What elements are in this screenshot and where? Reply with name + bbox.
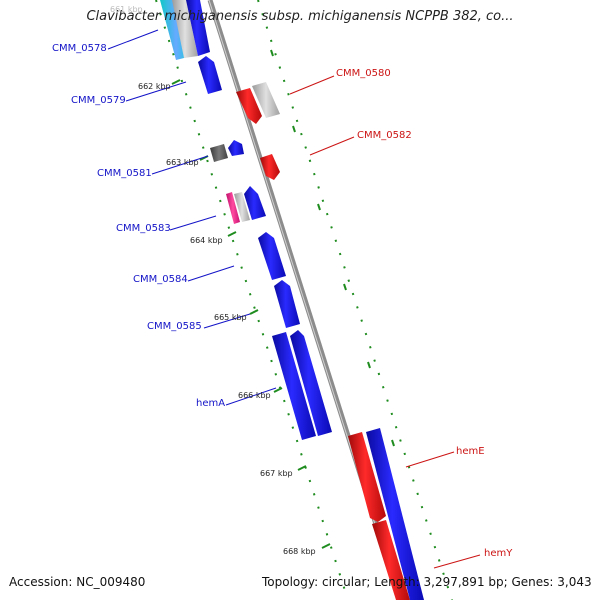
- gene-label-CMM_0580[interactable]: CMM_0580: [336, 68, 391, 79]
- major-ticks: [171, 49, 395, 549]
- gene-hemA[interactable]: [290, 330, 332, 436]
- gene-label-hemE[interactable]: hemE: [456, 446, 485, 457]
- gene-CMM_0578-segment-gray[interactable]: [172, 0, 198, 58]
- gene-CMM_0578[interactable]: [186, 0, 210, 56]
- gene-label-CMM_0581[interactable]: CMM_0581: [97, 168, 152, 179]
- gene-CMM_0581[interactable]: [228, 140, 244, 156]
- accession-text: Accession: NC_009480: [9, 575, 146, 589]
- gene-label-CMM_0584[interactable]: CMM_0584: [133, 274, 188, 285]
- tick-label: 664 kbp: [190, 236, 223, 245]
- tick-label: 667 kbp: [260, 469, 293, 478]
- gene-CMM_0585[interactable]: [274, 280, 300, 328]
- genome-title: Clavibacter michiganensis subsp. michiga…: [86, 9, 514, 24]
- gene-label-CMM_0579[interactable]: CMM_0579: [71, 95, 126, 106]
- gene-CMM_0583-pink[interactable]: [226, 192, 240, 224]
- gene-CMM_0583[interactable]: [244, 186, 266, 220]
- gene-CMM_0580-gray[interactable]: [252, 82, 280, 118]
- gene-hemE-blue[interactable]: [366, 428, 424, 600]
- topology-text: Topology: circular; Length: 3,297,891 bp…: [262, 575, 592, 589]
- inner-tick-track: [155, 0, 349, 600]
- gene-CMM_0579[interactable]: [198, 56, 222, 94]
- tick-label: 668 kbp: [283, 547, 316, 556]
- tick-label: 662 kbp: [138, 82, 171, 91]
- gene-CMM_0584[interactable]: [258, 232, 286, 280]
- gene-label-CMM_0585[interactable]: CMM_0585: [147, 321, 202, 332]
- gene-CMM_0581-dark[interactable]: [210, 144, 228, 162]
- gene-hemA-a[interactable]: [272, 332, 316, 440]
- gene-label-CMM_0582[interactable]: CMM_0582: [357, 130, 412, 141]
- gene-label-hemA[interactable]: hemA: [196, 398, 226, 409]
- forward-leader-lines: [107, 29, 277, 406]
- gene-hemY[interactable]: [372, 520, 410, 600]
- gene-label-hemY[interactable]: hemY: [484, 548, 513, 559]
- tick-label: 665 kbp: [214, 313, 247, 322]
- gene-label-CMM_0583[interactable]: CMM_0583: [116, 223, 171, 234]
- gene-CMM_0582[interactable]: [260, 154, 280, 180]
- gene-CMM_0583-gray[interactable]: [234, 192, 250, 222]
- gene-CMM_0580[interactable]: [236, 88, 262, 124]
- reverse-leader-lines: [289, 75, 481, 569]
- tick-label: 666 kbp: [238, 391, 271, 400]
- tick-label: 663 kbp: [166, 158, 199, 167]
- gene-label-CMM_0578[interactable]: CMM_0578: [52, 43, 107, 54]
- tick-label: 661 kbp: [110, 5, 143, 14]
- gene-hemE[interactable]: [348, 432, 386, 522]
